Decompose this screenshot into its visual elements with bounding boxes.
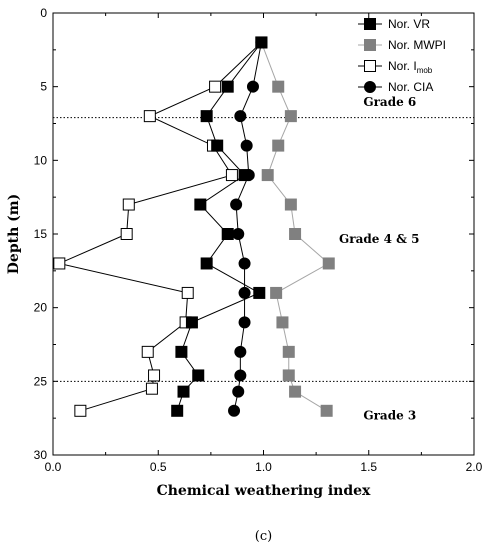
data-point xyxy=(181,286,194,299)
x-tick-label: 0.5 xyxy=(150,460,167,474)
data-point xyxy=(225,169,238,182)
legend-label-subscript: mob xyxy=(417,66,433,75)
y-tick-label: 5 xyxy=(40,80,47,94)
series-2 xyxy=(57,42,262,412)
data-point xyxy=(171,404,184,417)
data-point xyxy=(53,257,66,270)
legend-marker xyxy=(364,39,376,51)
data-point xyxy=(122,198,135,211)
series-markers-0 xyxy=(171,36,268,417)
y-tick-label: 20 xyxy=(34,301,48,315)
grade-label: Grade 6 xyxy=(363,95,416,109)
y-axis-label: Depth (m) xyxy=(6,194,22,274)
data-point xyxy=(322,257,335,270)
data-point xyxy=(261,169,274,182)
data-point xyxy=(234,345,247,358)
data-point xyxy=(272,139,285,152)
legend-label: Nor. VR xyxy=(388,17,430,31)
data-point xyxy=(141,345,154,358)
grade-label: Grade 4 & 5 xyxy=(339,232,419,246)
data-point xyxy=(209,80,222,93)
legend-label-text: Nor. MWPI xyxy=(388,38,446,52)
y-tick-label: 0 xyxy=(40,6,47,20)
data-point xyxy=(143,110,156,123)
y-tick-label: 30 xyxy=(34,448,48,462)
data-point xyxy=(234,369,247,382)
data-point xyxy=(238,286,251,299)
legend-label: Nor. MWPI xyxy=(388,38,446,52)
data-point xyxy=(200,257,213,270)
data-point xyxy=(276,316,289,329)
data-point xyxy=(232,228,245,240)
data-point xyxy=(284,198,297,211)
legend-marker xyxy=(364,18,376,30)
data-point xyxy=(230,198,243,211)
data-point xyxy=(211,139,224,152)
legend-label-text: Nor. CIA xyxy=(388,80,433,94)
data-point xyxy=(175,345,188,358)
data-point xyxy=(246,80,259,93)
data-point xyxy=(120,228,133,240)
legend-marker xyxy=(364,60,376,72)
data-point xyxy=(282,369,295,382)
data-point xyxy=(289,228,302,240)
data-point xyxy=(228,404,241,417)
data-point xyxy=(253,286,266,299)
data-point xyxy=(177,385,190,398)
series-markers-3 xyxy=(228,36,268,417)
data-point xyxy=(221,80,234,93)
data-point xyxy=(221,228,234,240)
panel-label: (c) xyxy=(255,529,272,544)
x-tick-label: 1.0 xyxy=(255,460,272,474)
y-tick-label: 10 xyxy=(34,153,48,167)
series-line xyxy=(57,42,262,412)
x-tick-label: 1.5 xyxy=(360,460,377,474)
data-point xyxy=(74,404,87,417)
legend-label: Nor. CIA xyxy=(388,80,433,94)
series-markers-1 xyxy=(255,36,335,417)
data-point xyxy=(240,139,253,152)
data-point xyxy=(145,382,158,395)
legend-label-text: Nor. I xyxy=(388,59,417,73)
series-line xyxy=(260,42,330,412)
data-point xyxy=(238,316,251,329)
annotations: Grade 6 Grade 4 & 5 Grade 3 xyxy=(339,95,419,423)
series-markers-2 xyxy=(53,36,268,417)
x-tick-label: 0.0 xyxy=(45,460,62,474)
data-point xyxy=(242,169,255,182)
series-1 xyxy=(260,42,330,412)
data-point xyxy=(185,316,198,329)
data-point xyxy=(270,286,283,299)
data-point xyxy=(255,36,268,49)
grade-label: Grade 3 xyxy=(363,409,416,423)
data-point xyxy=(320,404,333,417)
data-point xyxy=(148,369,161,382)
y-tick-label: 15 xyxy=(34,227,48,241)
y-tick-label: 25 xyxy=(34,374,48,388)
x-axis-label: Chemical weathering index xyxy=(157,483,371,499)
data-point xyxy=(272,80,285,93)
data-point xyxy=(194,198,207,211)
data-point xyxy=(289,385,302,398)
axes: 0.0 0.5 1.0 1.5 2.0 0 5 10 15 20 25 30 xyxy=(34,6,483,474)
data-point xyxy=(200,110,213,123)
legend-label-text: Nor. VR xyxy=(388,17,430,31)
series-layer xyxy=(53,36,335,417)
data-point xyxy=(284,110,297,123)
data-point xyxy=(238,257,251,270)
x-tick-label: 2.0 xyxy=(466,460,483,474)
data-point xyxy=(192,369,205,382)
legend-label: Nor. Imob xyxy=(388,59,433,75)
legend: Nor. VR Nor. MWPI Nor. Imob Nor. CIA xyxy=(358,17,446,94)
data-point xyxy=(282,345,295,358)
legend-marker xyxy=(364,81,376,93)
reference-lines xyxy=(53,117,474,382)
data-point xyxy=(234,110,247,123)
data-point xyxy=(232,385,245,398)
